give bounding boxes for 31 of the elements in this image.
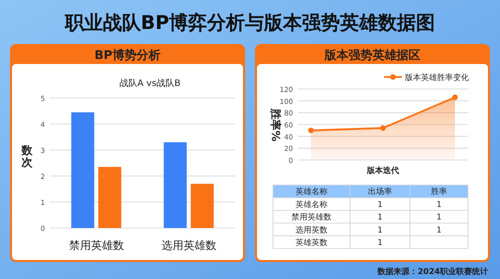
category-label: 选用英数 (296, 225, 328, 234)
chart-title: 版本强势英雄据区 (324, 48, 420, 62)
y-axis-title: 胜率% (269, 107, 282, 142)
point (452, 94, 458, 100)
x-axis-title: 版本迭代 (366, 166, 399, 175)
text: 1 (436, 200, 442, 209)
text: 1 (377, 212, 383, 222)
x-tick-label: 选用英雄数 (161, 239, 216, 252)
text: 1 (377, 200, 383, 209)
point (380, 125, 386, 131)
bar (98, 166, 122, 228)
source-note: 数据来源：2024职业联赛统计 (376, 266, 488, 276)
category-label: 英雄名称 (296, 200, 328, 209)
y-axis-title: 数次 (20, 144, 34, 169)
bar (164, 142, 187, 228)
point (308, 128, 314, 134)
bar (71, 112, 94, 228)
text: 1 (377, 225, 383, 234)
chart-subtitle: 战队A vs战队B (119, 78, 181, 89)
legend-label: 版本英雄胜率变化 (405, 73, 469, 82)
text: 1 (436, 225, 442, 234)
category-label: 英雄英数 (296, 238, 328, 247)
text: 职业战队BP博弈分析与版本强势英雄数据图 (64, 12, 436, 34)
category-label: 胜率 (431, 187, 447, 196)
category-label: 英雄名称 (296, 187, 328, 196)
category-label: 出场率 (368, 187, 392, 196)
text: 1 (377, 238, 383, 247)
category-label: 禁用英雄数 (292, 212, 332, 222)
text: 1 (436, 212, 442, 222)
bar (190, 184, 214, 228)
chart-title: BP博势分析 (94, 48, 160, 62)
